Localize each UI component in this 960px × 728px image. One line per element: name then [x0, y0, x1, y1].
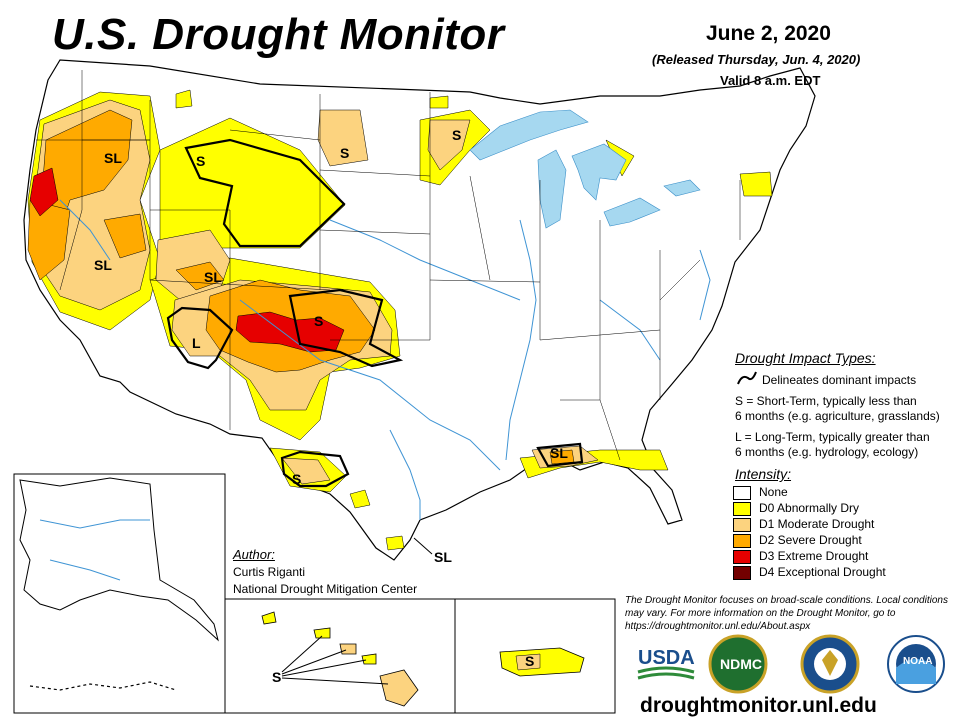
ndmc-logo: NDMC: [708, 634, 768, 694]
short-term-line-1: S = Short-Term, typically less than: [735, 394, 917, 408]
impact-delineates-text: Delineates dominant impacts: [762, 373, 917, 387]
page-title: U.S. Drought Monitor: [52, 10, 505, 59]
author-organization: National Drought Mitigation Center: [233, 582, 418, 596]
intensity-heading: Intensity:: [735, 466, 792, 482]
intensity-swatch: [733, 549, 751, 564]
intensity-label: D1 Moderate Drought: [759, 517, 875, 531]
puerto-rico-d1: [515, 653, 541, 671]
commerce-seal-logo: [800, 634, 860, 694]
intensity-row: D0 Abnormally Dry: [733, 501, 859, 516]
intensity-label: D3 Extreme Drought: [759, 549, 869, 563]
impact-label-s-hawaii: S: [272, 669, 281, 685]
long-term-line-2: 6 months (e.g. hydrology, ecology): [735, 445, 919, 459]
impact-label-sl-gulf: SL: [550, 445, 568, 461]
noaa-logo: NOAA: [887, 635, 945, 693]
impact-label-s-texas: S: [292, 471, 301, 487]
alaska-outline: [19, 477, 219, 642]
impact-label-sl-oregon: SL: [104, 150, 122, 166]
great-lakes: [469, 109, 701, 229]
hawaii-inset-frame: [224, 598, 456, 714]
long-term-line-1: L = Long-Term, typically greater than: [735, 430, 930, 444]
impact-pointer-texas-coast: [413, 537, 433, 555]
intensity-row: None: [733, 485, 788, 500]
intensity-swatch: [733, 501, 751, 516]
noaa-logo-text: NOAA: [903, 656, 932, 667]
release-date: (Released Thursday, Jun. 4, 2020): [652, 52, 861, 67]
intensity-label: D2 Severe Drought: [759, 533, 862, 547]
intensity-swatch: [733, 517, 751, 532]
impact-label-s-idaho: S: [196, 153, 205, 169]
impact-label-s-montana: S: [340, 145, 349, 161]
intensity-row: D1 Moderate Drought: [733, 517, 874, 532]
intensity-swatch: [733, 533, 751, 548]
hawaii-islands: [261, 611, 419, 707]
valid-time: Valid 8 a.m. EDT: [720, 73, 821, 88]
impact-label-l-arizona: L: [192, 335, 201, 351]
intensity-label: None: [759, 485, 788, 499]
impact-boundaries: [166, 138, 584, 488]
ndmc-logo-text: NDMC: [720, 656, 762, 672]
intensity-swatch: [733, 485, 751, 500]
alaska-rivers: [39, 519, 150, 581]
impact-label-s-colorado: S: [314, 313, 323, 329]
intensity-row: D3 Extreme Drought: [733, 549, 868, 564]
website-link[interactable]: droughtmonitor.unl.edu: [640, 694, 877, 717]
intensity-row: D4 Exceptional Drought: [733, 565, 886, 580]
disclaimer-text: The Drought Monitor focuses on broad-sca…: [625, 595, 948, 632]
intensity-label: D0 Abnormally Dry: [759, 501, 860, 515]
impact-types-heading: Drought Impact Types:: [735, 350, 876, 366]
impact-line-symbol: [737, 371, 757, 385]
d3-areas: [29, 167, 345, 353]
author-name: Curtis Riganti: [233, 565, 306, 579]
impact-label-s-minnesota: S: [452, 127, 461, 143]
rivers: [59, 199, 711, 520]
short-term-line-2: 6 months (e.g. agriculture, grasslands): [735, 409, 940, 423]
map-date: June 2, 2020: [706, 22, 831, 45]
intensity-label: D4 Exceptional Drought: [759, 565, 886, 579]
impact-label-s-puerto-rico: S: [525, 653, 534, 669]
intensity-row: D2 Severe Drought: [733, 533, 862, 548]
usda-logo: USDA: [636, 640, 696, 684]
impact-label-sl-nevada: SL: [94, 257, 112, 273]
intensity-swatch: [733, 565, 751, 580]
impact-label-sl-texas-coast: SL: [434, 549, 452, 565]
hawaii-pointer-lines: [281, 635, 389, 685]
impact-label-sl-utah: SL: [204, 269, 222, 285]
state-borders: [36, 70, 741, 461]
author-heading: Author:: [233, 547, 275, 562]
usda-logo-text: USDA: [638, 647, 695, 669]
aleutian-islands: [29, 681, 177, 691]
